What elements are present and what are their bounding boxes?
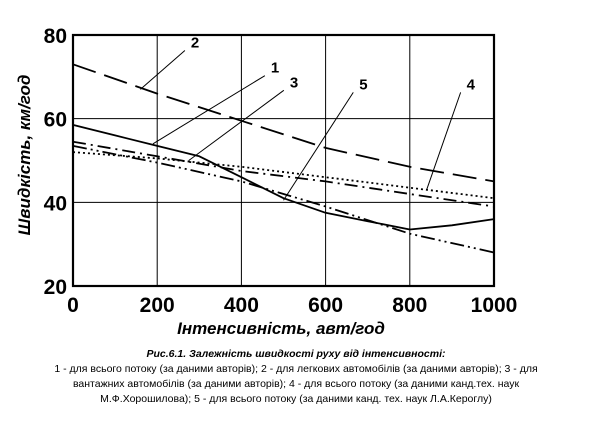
callout-leader-3 bbox=[188, 89, 285, 161]
callout-label-3: 3 bbox=[290, 74, 298, 91]
callout-leader-1 bbox=[152, 75, 266, 145]
callout-label-1: 1 bbox=[271, 60, 279, 77]
x-tick-label-1: 200 bbox=[140, 294, 175, 317]
callout-label-5: 5 bbox=[359, 76, 367, 93]
chart-series bbox=[72, 63, 495, 254]
chart-callouts: 2 13 5 4 bbox=[140, 35, 476, 201]
callout-leader-5 bbox=[283, 92, 354, 201]
callout-leader-4 bbox=[426, 92, 462, 190]
y-tick-label-0: 20 bbox=[44, 276, 67, 299]
caption-title: Рис.6.1. Залежність швидкості руху від і… bbox=[146, 348, 446, 360]
x-tick-label-2: 400 bbox=[224, 294, 259, 317]
callout-label-2: 2 bbox=[191, 35, 199, 52]
series-line-1 bbox=[72, 124, 495, 231]
callout-label-4: 4 bbox=[467, 76, 476, 93]
x-tick-label-3: 600 bbox=[308, 294, 343, 317]
x-tick-label-5: 1000 bbox=[471, 294, 518, 317]
y-tick-label-2: 60 bbox=[44, 109, 67, 132]
caption-line-3: М.Ф.Хорошилова); 5 - для всього потоку (… bbox=[100, 393, 492, 405]
series-line-4 bbox=[72, 151, 495, 200]
x-tick-label-4: 800 bbox=[392, 294, 427, 317]
chart-grid bbox=[73, 35, 494, 286]
y-tick-label-1: 40 bbox=[44, 192, 67, 215]
caption-line-1: 1 - для всього потоку (за даними авторів… bbox=[54, 363, 538, 375]
x-axis-title: Інтенсивність, авт/год bbox=[177, 319, 385, 338]
series-line-5 bbox=[72, 145, 495, 254]
series-line-2 bbox=[72, 63, 495, 183]
y-tick-label-3: 80 bbox=[44, 25, 67, 48]
x-tick-label-0: 0 bbox=[67, 294, 79, 317]
y-axis-title: Швидкість, км/год bbox=[15, 75, 34, 236]
plot-frame bbox=[71, 33, 496, 288]
speed-intensity-chart: 2 13 5 4 0 200 400 600 800 1000 20 40 60 80 Інтенси… bbox=[15, 25, 517, 338]
figure-caption: Рис.6.1. Залежність швидкості руху від і… bbox=[0, 347, 592, 407]
caption-line-2: вантажних автомобілів (за даними авторів… bbox=[72, 378, 520, 390]
y-tick-labels: 20 40 60 80 bbox=[44, 25, 67, 299]
x-tick-labels: 0 200 400 600 800 1000 bbox=[67, 294, 517, 317]
series-line-3 bbox=[72, 140, 495, 208]
callout-leader-2 bbox=[140, 50, 186, 90]
